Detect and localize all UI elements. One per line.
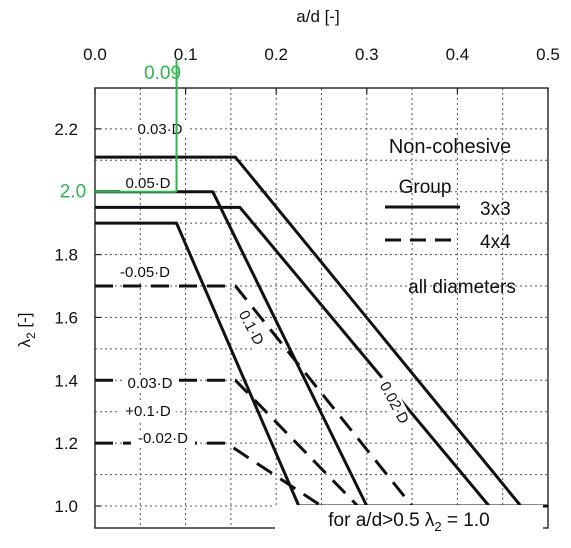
curve-label-group: 0.03·D [132, 121, 188, 138]
curve-label: -0.02·D [138, 430, 188, 447]
curve-label-group: 0.05·D [120, 175, 176, 192]
legend-label-dashed: 4x4 [480, 232, 511, 253]
curve-label-background [120, 175, 176, 192]
x-tick-label: 0.0 [83, 45, 107, 64]
y-tick-label: 1.6 [54, 308, 78, 327]
x-axis-ticks: 0.0 0.1 0.2 0.3 0.4 0.5 [83, 45, 560, 94]
x-tick-label: 0.4 [446, 45, 470, 64]
legend-title: Group [399, 177, 452, 198]
y-tick-label: 1.4 [54, 371, 78, 390]
curve-label-background [132, 121, 188, 138]
x-tick-label: 0.3 [355, 45, 379, 64]
curve-label: +0.1·D [125, 403, 171, 420]
y-tick-label: 2.2 [54, 120, 78, 139]
curve-label: 0.03·D [127, 375, 172, 392]
legend: Non-cohesive Group 3x3 4x4 all diameters [385, 136, 516, 298]
x-tick-label: 0.1 [174, 45, 198, 64]
curve-label-background [373, 374, 415, 432]
curve-label-group: -0.05·D [112, 264, 178, 281]
curve-label: 0.03·D [137, 121, 182, 138]
annotation-x-value: 0.09 [144, 63, 181, 84]
y-axis-title: λ2 [-] [15, 312, 38, 347]
curve-label-group: -0.02·D [130, 430, 196, 447]
curve-label: 0.05·D [125, 175, 170, 192]
y-tick-label: 1.0 [54, 497, 78, 516]
legend-label-solid: 3x3 [480, 199, 511, 220]
curve-label-background [130, 430, 196, 447]
bottom-note-background [275, 505, 543, 531]
y-tick-label: 1.2 [54, 434, 78, 453]
curve-label-group: 0.03·D [122, 375, 178, 392]
legend-note: all diameters [408, 277, 516, 298]
curve-label-group: +0.1·D [120, 403, 176, 420]
x-tick-label: 0.2 [264, 45, 288, 64]
y-tick-label: 1.8 [54, 246, 78, 265]
annotation-y-value: 2.0 [60, 182, 86, 203]
curve-label-background [120, 403, 176, 420]
chart-title: Non-cohesive [389, 136, 511, 158]
curve-label-background [232, 303, 270, 353]
bottom-note: for a/d>0.5 λ2 = 1.0 [328, 510, 489, 534]
x-axis-title: a/d [-] [296, 7, 339, 26]
curve-label-background [112, 264, 178, 281]
curve-label: -0.05·D [120, 264, 170, 281]
annotation-y-value-background [52, 177, 94, 200]
curve-label-background [122, 375, 178, 392]
x-tick-label: 0.5 [536, 45, 560, 64]
